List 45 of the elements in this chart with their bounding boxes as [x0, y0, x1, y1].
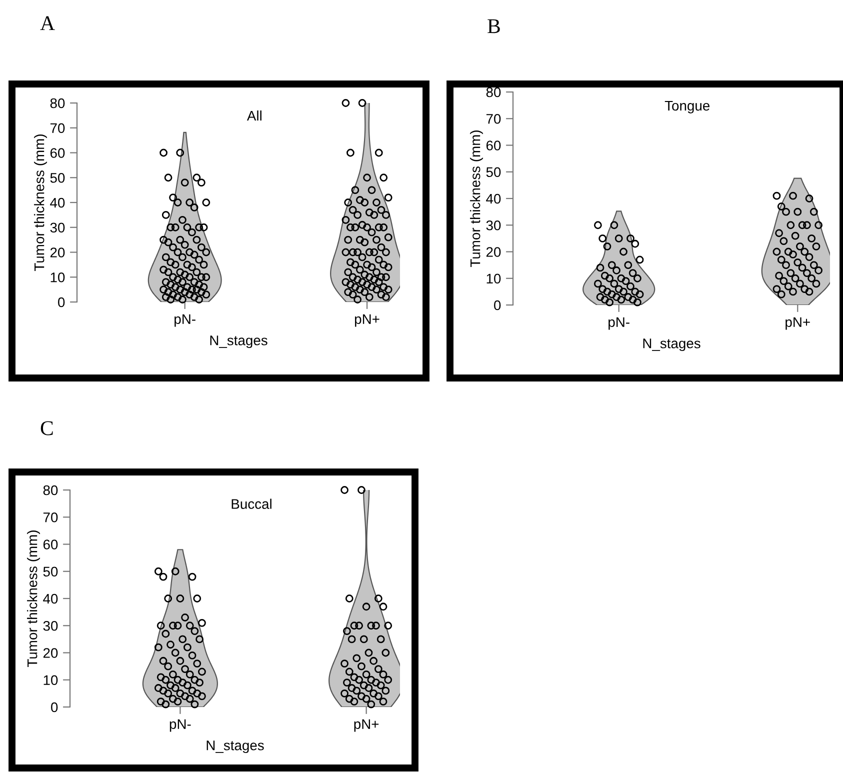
y-tick-label: 20: [50, 248, 65, 258]
y-tick-label: 50: [486, 167, 501, 178]
y-tick-label: 80: [43, 485, 58, 496]
y-axis-title: Tumor thickness (mm): [27, 530, 40, 667]
x-tick-label: pN-: [174, 314, 196, 327]
y-tick-label: 60: [43, 540, 58, 550]
y-axis-title: Tumor thickness (mm): [34, 134, 47, 271]
x-axis-title: N_stages: [643, 338, 700, 352]
text: B: [488, 19, 500, 34]
x-tick-label: pN+: [786, 317, 810, 330]
y-tick-label: 10: [486, 274, 501, 284]
x-tick-label: pN-: [608, 317, 630, 330]
y-tick-label: 50: [50, 172, 65, 183]
y-tick-label: 80: [50, 98, 65, 108]
x-axis-title: N_stages: [206, 740, 264, 754]
y-tick-label: 40: [43, 594, 58, 604]
y-tick-label: 30: [43, 620, 58, 631]
y-tick-label: 10: [44, 675, 58, 686]
x-axis-title: N_stages: [210, 336, 268, 348]
y-tick-label: 40: [50, 198, 65, 208]
text: C: [40, 421, 53, 436]
chart-title: Buccal: [232, 498, 272, 509]
text: A: [40, 16, 55, 30]
y-tick-label: 60: [486, 140, 501, 150]
y-tick-label: 70: [43, 512, 58, 522]
y-tick-label: 30: [486, 220, 501, 230]
y-tick-label: 0: [58, 297, 65, 308]
y-tick-label: 30: [50, 222, 65, 233]
text: Tongue: [664, 100, 710, 114]
y-tick-label: 80: [486, 87, 501, 98]
y-tick-label: 40: [486, 194, 501, 204]
x-tick-label: pN+: [354, 314, 380, 327]
x-tick-label: pN+: [354, 719, 379, 732]
y-tick-label: 20: [43, 648, 58, 658]
y-tick-label: 0: [51, 702, 58, 712]
y-tick-label: 70: [50, 123, 65, 134]
y-tick-label: 10: [50, 272, 65, 282]
y-tick-label: 70: [486, 114, 501, 124]
y-tick-label: 60: [50, 148, 65, 158]
chart-title: All: [246, 110, 262, 121]
y-tick-label: 20: [486, 247, 501, 257]
x-tick-label: pN-: [170, 719, 191, 732]
y-tick-label: 0: [494, 300, 501, 310]
y-tick-label: 50: [43, 566, 58, 577]
y-axis-title: Tumor thickness (mm): [470, 130, 483, 267]
